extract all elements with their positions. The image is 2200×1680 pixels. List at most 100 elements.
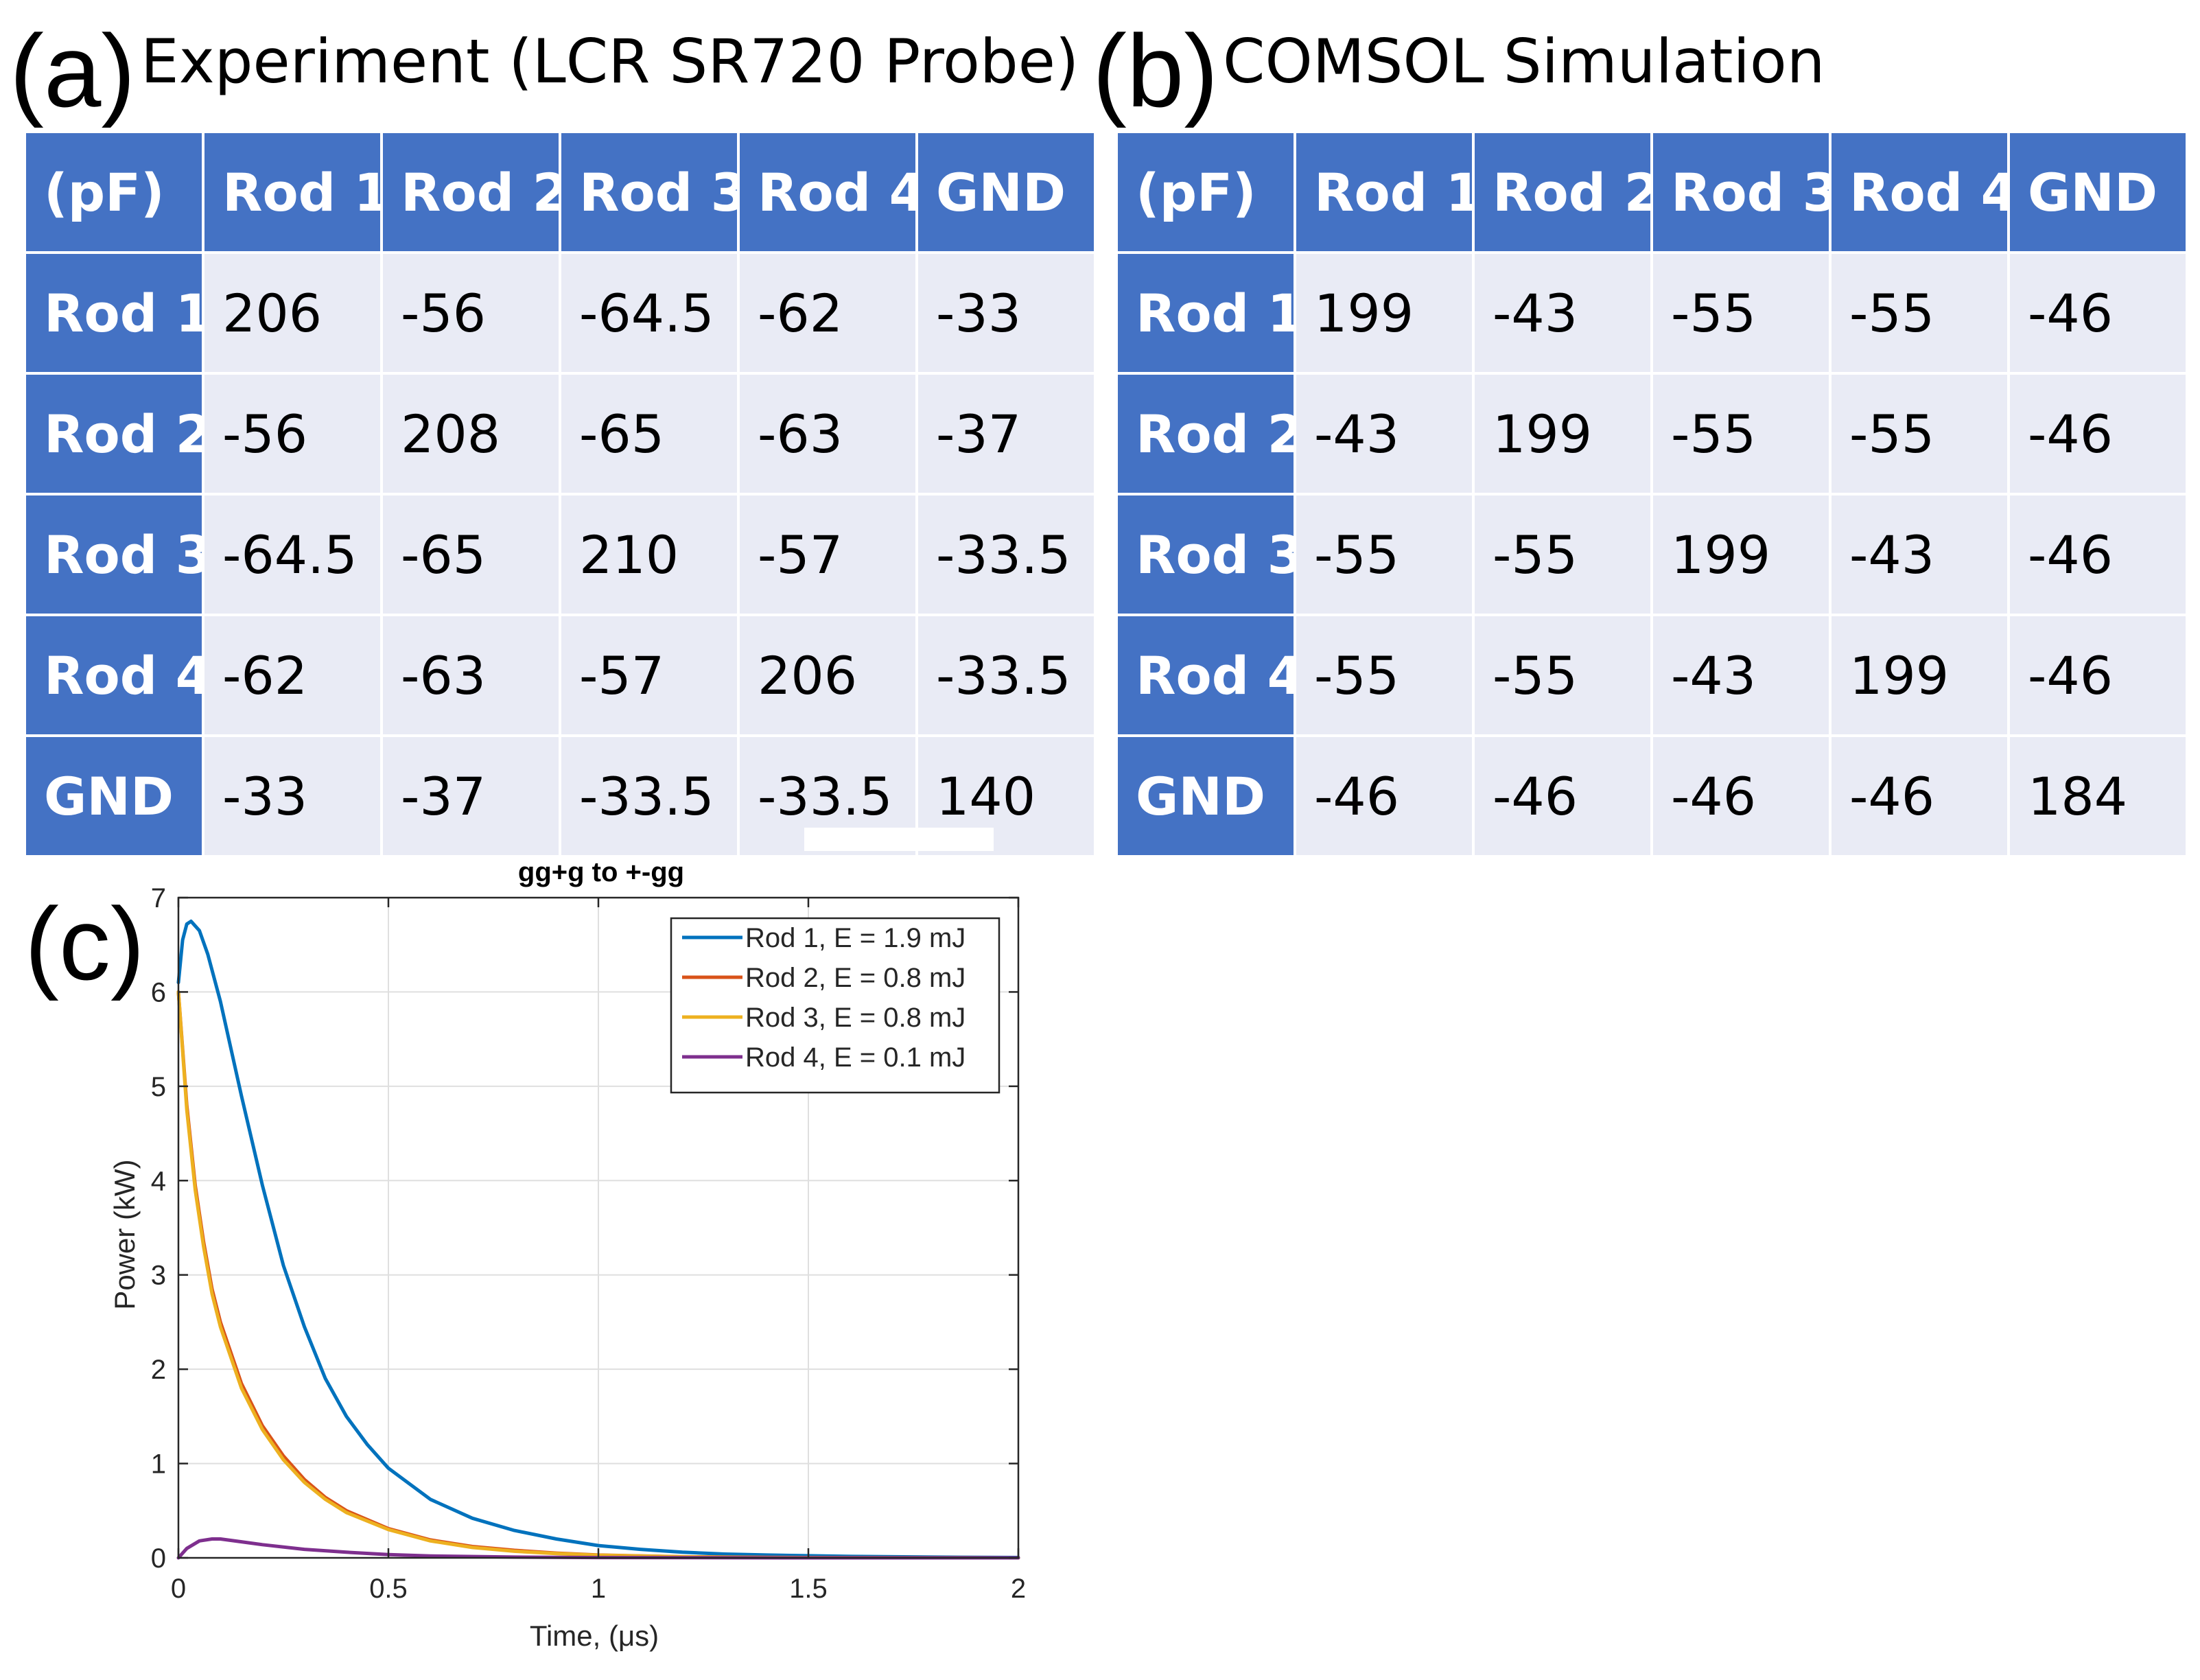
table-row: Rod 3 -64.5 -65 210 -57 -33.5: [23, 493, 1097, 616]
y-tick-label: 4: [151, 1166, 166, 1196]
unit-header: (pF): [23, 130, 204, 254]
table-row: Rod 4 -62 -63 -57 206 -33.5: [23, 614, 1097, 737]
table-cell: -55: [1650, 372, 1832, 495]
table-cell: -55: [1829, 251, 2010, 375]
row-header: Rod 3: [1115, 493, 1296, 616]
column-header: Rod 2: [1472, 130, 1653, 254]
table-row: Rod 4 -55 -55 -43 199 -46: [1115, 614, 2188, 737]
column-header: Rod 1: [202, 130, 383, 254]
table-cell: -37: [915, 372, 1097, 495]
series-line-rod-1: [176, 919, 1020, 1559]
x-tick-label: 1.5: [789, 1574, 828, 1604]
table-row: Rod 3 -55 -55 199 -43 -46: [1115, 493, 2188, 616]
table-cell: -33.5: [559, 734, 740, 858]
y-axis-label: Power (kW): [108, 1159, 141, 1309]
row-header: Rod 3: [23, 493, 204, 616]
table-cell: -43: [1294, 372, 1475, 495]
table-cell: -57: [737, 493, 918, 616]
table-row: GND -33 -37 -33.5 -33.5 140: [23, 734, 1097, 858]
y-tick-label: 1: [151, 1449, 166, 1480]
row-header: Rod 1: [23, 251, 204, 375]
table-cell: -46: [2007, 251, 2188, 375]
table-cell: -55: [1294, 614, 1475, 737]
column-header: Rod 3: [1650, 130, 1832, 254]
table-row: GND -46 -46 -46 -46 184: [1115, 734, 2188, 858]
row-header: Rod 4: [1115, 614, 1296, 737]
y-tick-label: 3: [151, 1261, 166, 1291]
table-cell: 199: [1294, 251, 1475, 375]
table-cell: -33.5: [915, 614, 1097, 737]
table-cell: 206: [737, 614, 918, 737]
table-cell: 199: [1650, 493, 1832, 616]
chart-legend: Rod 1, E = 1.9 mJ Rod 2, E = 0.8 mJ Rod 3,…: [670, 917, 1000, 1094]
legend-label: Rod 4, E = 0.1 mJ: [745, 1042, 966, 1073]
y-tick-label: 2: [151, 1355, 166, 1385]
chart-ticks: 0 0.5 1 1.5 2 0 1 2 3 4 5 6 7: [151, 883, 1026, 1604]
table-cell: -46: [2007, 372, 2188, 495]
x-tick-label: 1: [591, 1574, 606, 1604]
row-header: GND: [23, 734, 204, 858]
table-cell: -46: [1650, 734, 1832, 858]
x-tick-label: 0.5: [369, 1574, 408, 1604]
column-header: Rod 3: [559, 130, 740, 254]
column-header: Rod 4: [737, 130, 918, 254]
table-cell: 184: [2007, 734, 2188, 858]
panel-a-letter: (a): [10, 13, 136, 128]
x-axis-label: Time, (μs): [530, 1620, 659, 1652]
y-tick-label: 6: [151, 977, 166, 1007]
y-tick-label: 0: [151, 1543, 166, 1574]
table-header-row: (pF) Rod 1 Rod 2 Rod 3 Rod 4 GND: [1115, 130, 2188, 254]
table-cell: -43: [1472, 251, 1653, 375]
table-cell: -56: [380, 251, 561, 375]
table-cell: -33: [202, 734, 383, 858]
row-header: Rod 2: [1115, 372, 1296, 495]
column-header: Rod 2: [380, 130, 561, 254]
table-cell: -57: [559, 614, 740, 737]
column-header: GND: [2007, 130, 2188, 254]
row-header: GND: [1115, 734, 1296, 858]
y-tick-label: 5: [151, 1072, 166, 1102]
table-cell: -55: [1294, 493, 1475, 616]
y-tick-label: 7: [151, 883, 166, 913]
legend-label: Rod 2, E = 0.8 mJ: [745, 963, 966, 993]
panel-a-title: Experiment (LCR SR720 Probe): [141, 26, 1079, 97]
x-tick-label: 2: [1011, 1574, 1026, 1604]
table-cell: 206: [202, 251, 383, 375]
column-header: GND: [915, 130, 1097, 254]
white-patch: [804, 828, 994, 851]
table-cell: -46: [1472, 734, 1653, 858]
row-header: Rod 2: [23, 372, 204, 495]
legend-box: [670, 917, 1000, 1094]
power-chart: 0 0.5 1 1.5 2 0 1 2 3 4 5 6 7 gg+g to +-gg Time, (μs…: [108, 857, 1026, 1652]
chart-title: gg+g to +-gg: [518, 857, 684, 887]
table-cell: -43: [1650, 614, 1832, 737]
capacitance-table-simulation: (pF) Rod 1 Rod 2 Rod 3 Rod 4 GND Rod 1 1…: [1115, 130, 2188, 858]
table-cell: -55: [1472, 614, 1653, 737]
table-row: Rod 1 206 -56 -64.5 -62 -33: [23, 251, 1097, 375]
capacitance-table-experiment: (pF) Rod 1 Rod 2 Rod 3 Rod 4 GND Rod 1 2…: [23, 130, 1097, 858]
unit-header: (pF): [1115, 130, 1296, 254]
table-cell: -33.5: [915, 493, 1097, 616]
table-cell: -55: [1472, 493, 1653, 616]
table-cell: -65: [380, 493, 561, 616]
panel-b-letter: (b): [1092, 13, 1219, 128]
row-header: Rod 4: [23, 614, 204, 737]
table-cell: -55: [1650, 251, 1832, 375]
x-tick-label: 0: [171, 1574, 186, 1604]
table-cell: -46: [2007, 614, 2188, 737]
table-cell: -46: [2007, 493, 2188, 616]
legend-label: Rod 1, E = 1.9 mJ: [745, 923, 966, 953]
table-cell: -46: [1294, 734, 1475, 858]
table-cell: -46: [1829, 734, 2010, 858]
table-header-row: (pF) Rod 1 Rod 2 Rod 3 Rod 4 GND: [23, 130, 1097, 254]
table-cell: 199: [1829, 614, 2010, 737]
panel-b-title: COMSOL Simulation: [1223, 26, 1825, 97]
table-cell: -64.5: [202, 493, 383, 616]
column-header: Rod 1: [1294, 130, 1475, 254]
table-cell: -43: [1829, 493, 2010, 616]
table-cell: -65: [559, 372, 740, 495]
table-cell: -62: [737, 251, 918, 375]
row-header: Rod 1: [1115, 251, 1296, 375]
table-row: Rod 1 199 -43 -55 -55 -46: [1115, 251, 2188, 375]
table-cell: 210: [559, 493, 740, 616]
